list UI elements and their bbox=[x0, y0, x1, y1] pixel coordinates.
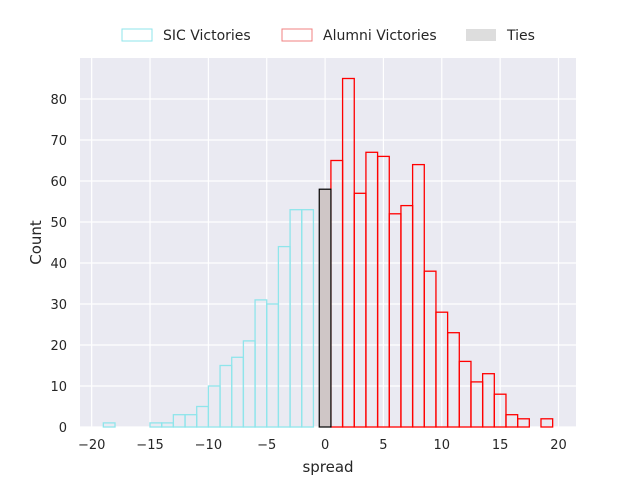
x-tick-label: 20 bbox=[550, 438, 567, 453]
x-axis-label: spread bbox=[302, 458, 353, 476]
tick-labels: −20 −15 −10 −5 0 5 10 15 20 0 10 20 30 40 50 60 70 80 bbox=[50, 93, 566, 453]
y-tick-label: 30 bbox=[50, 298, 67, 313]
histogram-bar bbox=[301, 209, 315, 428]
x-tick-label: −5 bbox=[257, 438, 276, 453]
x-tick-label: 10 bbox=[434, 438, 451, 453]
bars bbox=[102, 77, 554, 428]
legend-swatch bbox=[466, 29, 496, 41]
histogram-bar bbox=[102, 422, 116, 428]
y-tick-label: 60 bbox=[50, 175, 67, 190]
legend-swatch bbox=[281, 28, 313, 42]
x-tick-label: −20 bbox=[78, 438, 105, 453]
histogram-bar bbox=[318, 188, 332, 428]
x-tick-label: 0 bbox=[321, 438, 329, 453]
legend-label: Ties bbox=[506, 28, 535, 44]
legend-swatch bbox=[121, 28, 153, 42]
y-tick-label: 0 bbox=[59, 421, 67, 436]
y-axis-label: Count bbox=[27, 220, 45, 265]
y-tick-label: 80 bbox=[50, 93, 67, 108]
histogram-bar bbox=[516, 418, 530, 428]
legend: SIC Victories Alumni Victories Ties bbox=[121, 28, 535, 44]
x-tick-label: −10 bbox=[195, 438, 222, 453]
y-tick-label: 40 bbox=[50, 257, 67, 272]
y-tick-label: 10 bbox=[50, 380, 67, 395]
legend-label: SIC Victories bbox=[163, 28, 251, 44]
x-tick-label: 5 bbox=[379, 438, 387, 453]
y-tick-label: 70 bbox=[50, 134, 67, 149]
x-tick-label: −15 bbox=[136, 438, 163, 453]
y-tick-label: 50 bbox=[50, 216, 67, 231]
histogram-bar bbox=[493, 393, 507, 428]
legend-label: Alumni Victories bbox=[323, 28, 437, 44]
x-tick-label: 15 bbox=[492, 438, 509, 453]
histogram-bar bbox=[540, 418, 554, 428]
y-tick-label: 20 bbox=[50, 339, 67, 354]
